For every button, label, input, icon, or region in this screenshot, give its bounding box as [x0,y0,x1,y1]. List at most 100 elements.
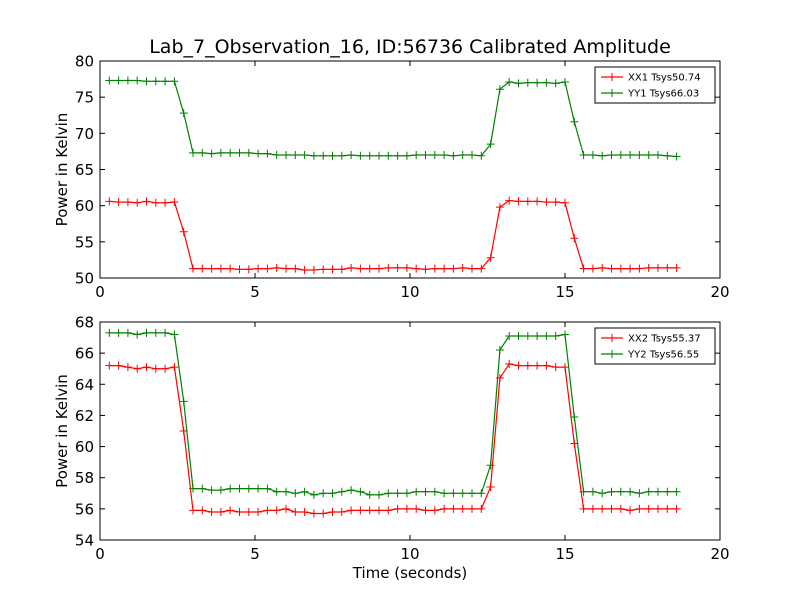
chart-1-series-2-point [179,109,188,118]
chart-1-series-1-point [514,197,523,206]
chart-2-series-2-point [114,328,123,337]
chart-1-series-1-point [654,263,662,272]
chart-2-y-tick-label: 54 [75,532,94,550]
chart-2-series-2-point [356,487,365,496]
chart-1-axes-frame [99,60,721,279]
chart-1-series-2-point [189,148,197,157]
chart-1-series-1-point [244,265,253,274]
chart-1-legend-label: XX1 Tsys50.74 [628,73,701,84]
chart-1-series-1-point [477,264,486,273]
chart-1-y-tick-label: 70 [75,125,94,143]
chart-2-series-2-point [505,332,514,341]
chart-2-y-axis-label: Power in Kelvin [53,374,71,488]
chart-1-series-1-point [635,264,644,273]
x-axis-label: Time (seconds) [352,564,468,582]
chart-2-series-1-point [626,506,635,515]
chart-1-series-1-point [235,265,244,274]
chart-1-series-2-point [663,151,672,160]
chart-2-series-2-point [365,490,374,499]
chart-2-series-1-point [440,504,449,513]
chart-1-series-1-point [133,198,142,207]
chart-1-series-1-point [105,197,114,206]
chart-1-series-2-point [235,148,244,157]
chart-1-x-tick-label: 10 [400,283,419,301]
chart-2-series-1-point [142,363,151,372]
chart-1-y-tick-label: 50 [75,270,94,288]
chart-1-series-2-point [486,140,495,149]
chart-2-series-2-point [189,484,197,493]
chart-2-x-tick-label: 10 [400,545,419,563]
chart-1-series-2-point [542,78,551,87]
chart-2-series-1-point [644,504,653,513]
chart-2-series-1-point [477,504,486,513]
chart-1-series-2-point [561,77,569,86]
chart-1-series-1-point [430,264,439,273]
chart-2-series-1-point [365,506,374,515]
chart-2-series-1-point [226,506,235,515]
chart-2-series-1-point [588,504,597,513]
chart-2-series-1-point [579,504,588,513]
chart-1-series-1-point [672,263,681,272]
chart-1-series-1-point [179,227,188,236]
chart-1-series-2-point [644,151,653,160]
chart-2-series-2-point [347,486,356,495]
chart-2-series-1-point [309,509,318,518]
chart-2-series-2-point [551,332,560,341]
chart-1-series-1-point [319,265,328,274]
chart-2-series-1-point [607,504,616,513]
chart-2-series-1-point [533,361,542,370]
chart-2-series-1-point [282,504,290,513]
chart-2-series-2-point [272,487,281,496]
chart-2-series-1-point [356,506,365,515]
chart-1-series-2-point [216,148,225,157]
chart-1-series-1-point [468,264,476,273]
chart-1-series-1-point [644,263,653,272]
chart-2-series-2-point [393,489,402,498]
chart-2-series-1-point [272,506,281,515]
chart-2-series-2-point [402,489,411,498]
top-plot: 0 5 10 15 20 50 55 60 65 70 75 80 Power in Kelvin XX1… [53,53,730,302]
chart-2-series-1-point [161,364,170,373]
chart-2-legend-label: YY2 Tsys56.55 [627,350,699,361]
chart-2-y-tick-label: 56 [75,500,94,518]
chart-1-series-2-point [300,151,309,160]
bottom-plot: 0 5 10 15 20 54 56 58 60 62 64 66 68 Power in Kelvin X… [53,314,730,564]
chart-2-series-2-point [561,330,569,339]
chart-2-series-2-point [216,486,225,495]
chart-1-series-2-point [337,151,346,160]
chart-2-series-2-point [607,487,616,496]
chart-1-series-2-point [654,151,662,160]
chart-1-series-2-point [421,151,430,160]
chart-2-series-1-point [449,504,458,513]
chart-1-legend: XX1 Tsys50.74 YY1 Tsys66.03 [594,66,716,104]
chart-1-series-1-point [207,264,216,273]
chart-1-series-1-point [523,197,532,206]
chart-2-series-1-point [133,364,142,373]
chart-1-series-1-point [226,264,235,273]
chart-1-series-1-point [356,264,365,273]
chart-1-series-2-point [588,151,597,160]
chart-2-series-2-point [570,412,579,421]
chart-2-series-2-point [430,487,439,496]
chart-1-series-2-point [365,151,374,160]
chart-2-series-1-point [542,361,551,370]
chart-1-y-axis-label: Power in Kelvin [53,113,71,227]
chart-1-series-1-point [626,264,635,273]
chart-1-series-2-point [151,77,160,86]
chart-1-series-1-point [440,264,449,273]
chart-1-series-2-point [579,151,588,160]
chart-2-series-2-point [514,332,523,341]
chart-2-series-1-point [570,439,579,448]
chart-1-series-1-point [561,198,569,207]
chart-2-series-2-point [319,489,328,498]
chart-2-series-1-point [263,506,272,515]
chart-2-series-2-point [412,487,421,496]
chart-1-series-1-point [495,203,504,212]
chart-2-series-2-point [644,487,653,496]
chart-1-series-2-point [114,76,123,85]
chart-1-series-1-point [161,198,170,207]
chart-1-legend-box [594,66,716,104]
chart-2-series-2-point [291,489,300,498]
chart-1-series-1-point [263,264,272,273]
chart-2-series-1-point [189,506,197,515]
